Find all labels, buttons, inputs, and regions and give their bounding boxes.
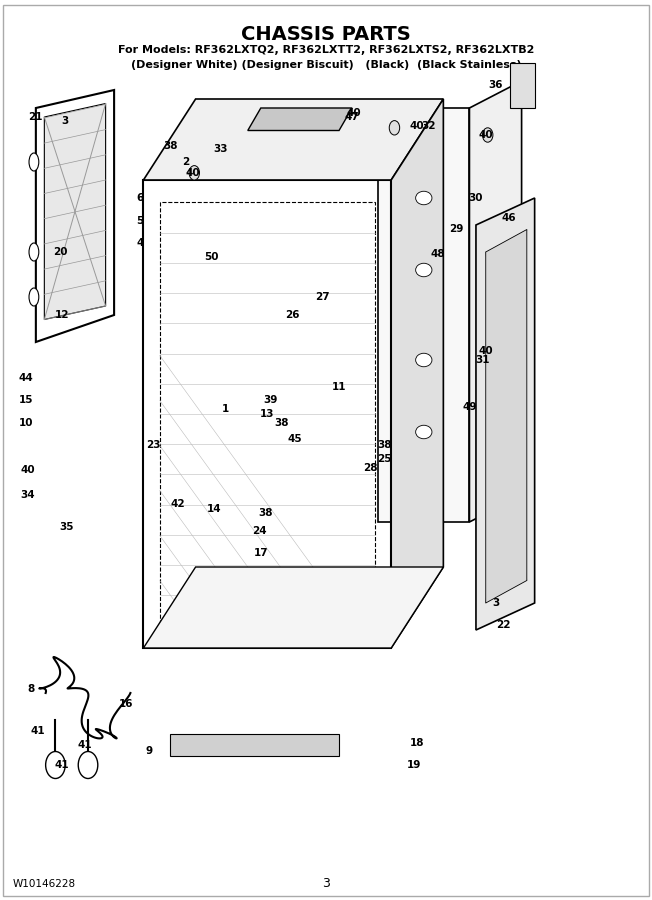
Circle shape: [78, 752, 98, 778]
Ellipse shape: [29, 243, 38, 261]
Text: 20: 20: [53, 247, 67, 257]
Text: 49: 49: [462, 401, 477, 412]
Text: 41: 41: [31, 725, 45, 736]
Text: (Designer White) (Designer Biscuit)   (Black)  (Black Stainless): (Designer White) (Designer Biscuit) (Bla…: [130, 59, 522, 70]
Text: 5: 5: [136, 215, 144, 226]
Text: 6: 6: [136, 193, 144, 203]
Polygon shape: [391, 99, 443, 648]
Text: 45: 45: [288, 434, 302, 445]
Text: 3: 3: [492, 598, 499, 608]
Polygon shape: [469, 81, 522, 522]
Polygon shape: [44, 104, 106, 320]
Bar: [160, 202, 375, 626]
Text: 28: 28: [363, 463, 378, 473]
Text: For Models: RF362LXTQ2, RF362LXTT2, RF362LXTS2, RF362LXTB2: For Models: RF362LXTQ2, RF362LXTT2, RF36…: [118, 45, 534, 56]
Text: 17: 17: [254, 548, 268, 559]
Text: 3: 3: [322, 878, 330, 890]
Text: 18: 18: [410, 737, 424, 748]
Text: 15: 15: [19, 395, 33, 406]
Ellipse shape: [416, 192, 432, 205]
Text: 40: 40: [479, 346, 493, 356]
Text: 47: 47: [345, 112, 359, 122]
Text: 39: 39: [263, 395, 278, 406]
Text: 25: 25: [378, 454, 392, 464]
Text: 41: 41: [78, 740, 92, 751]
Text: 1: 1: [221, 404, 229, 415]
Text: 41: 41: [55, 760, 69, 770]
Text: 3: 3: [61, 116, 69, 127]
Text: 38: 38: [274, 418, 289, 428]
Text: 13: 13: [260, 409, 274, 419]
Text: 9: 9: [145, 746, 152, 757]
Ellipse shape: [416, 426, 432, 439]
Polygon shape: [248, 108, 352, 130]
Ellipse shape: [29, 153, 38, 171]
Text: 31: 31: [475, 355, 490, 365]
Text: 11: 11: [332, 382, 346, 392]
Text: 40: 40: [479, 130, 493, 140]
Text: CHASSIS PARTS: CHASSIS PARTS: [241, 24, 411, 44]
Text: 27: 27: [316, 292, 330, 302]
Text: 46: 46: [501, 212, 516, 223]
Text: 38: 38: [259, 508, 273, 518]
Text: 22: 22: [496, 620, 511, 631]
Text: 50: 50: [205, 251, 219, 262]
Ellipse shape: [416, 263, 432, 277]
Text: 10: 10: [19, 418, 33, 428]
Text: 48: 48: [431, 248, 445, 259]
Text: 35: 35: [59, 521, 74, 532]
Polygon shape: [378, 108, 469, 522]
Text: 23: 23: [146, 440, 160, 451]
Text: 34: 34: [20, 490, 35, 500]
Circle shape: [389, 121, 400, 135]
Text: 14: 14: [207, 503, 221, 514]
Text: 8: 8: [27, 683, 35, 694]
Text: 21: 21: [29, 112, 43, 122]
Bar: [143, 180, 391, 648]
Text: 38: 38: [378, 440, 392, 451]
Text: 38: 38: [164, 140, 178, 151]
Text: 19: 19: [407, 760, 421, 770]
Polygon shape: [143, 567, 443, 648]
Circle shape: [189, 166, 200, 180]
Ellipse shape: [416, 353, 432, 367]
Text: 40: 40: [185, 167, 200, 178]
Text: 44: 44: [19, 373, 33, 383]
Text: 32: 32: [422, 121, 436, 131]
Circle shape: [482, 128, 493, 142]
Polygon shape: [510, 63, 535, 108]
Polygon shape: [486, 230, 527, 603]
Text: 29: 29: [449, 224, 464, 235]
Text: 40: 40: [410, 121, 424, 131]
Text: 12: 12: [55, 310, 69, 320]
Text: 26: 26: [285, 310, 299, 320]
Text: 42: 42: [171, 499, 185, 509]
Text: 40: 40: [20, 464, 35, 475]
Text: 33: 33: [213, 143, 228, 154]
Text: 30: 30: [469, 193, 483, 203]
Text: 16: 16: [119, 698, 133, 709]
Polygon shape: [170, 734, 339, 756]
Circle shape: [46, 752, 65, 778]
Text: 2: 2: [182, 157, 190, 167]
Text: 40: 40: [346, 107, 361, 118]
Ellipse shape: [29, 288, 38, 306]
Polygon shape: [143, 99, 443, 180]
Polygon shape: [476, 198, 535, 630]
Text: W10146228: W10146228: [13, 878, 76, 889]
Text: 4: 4: [136, 238, 144, 248]
Text: 36: 36: [488, 80, 503, 91]
Text: 24: 24: [252, 526, 267, 536]
